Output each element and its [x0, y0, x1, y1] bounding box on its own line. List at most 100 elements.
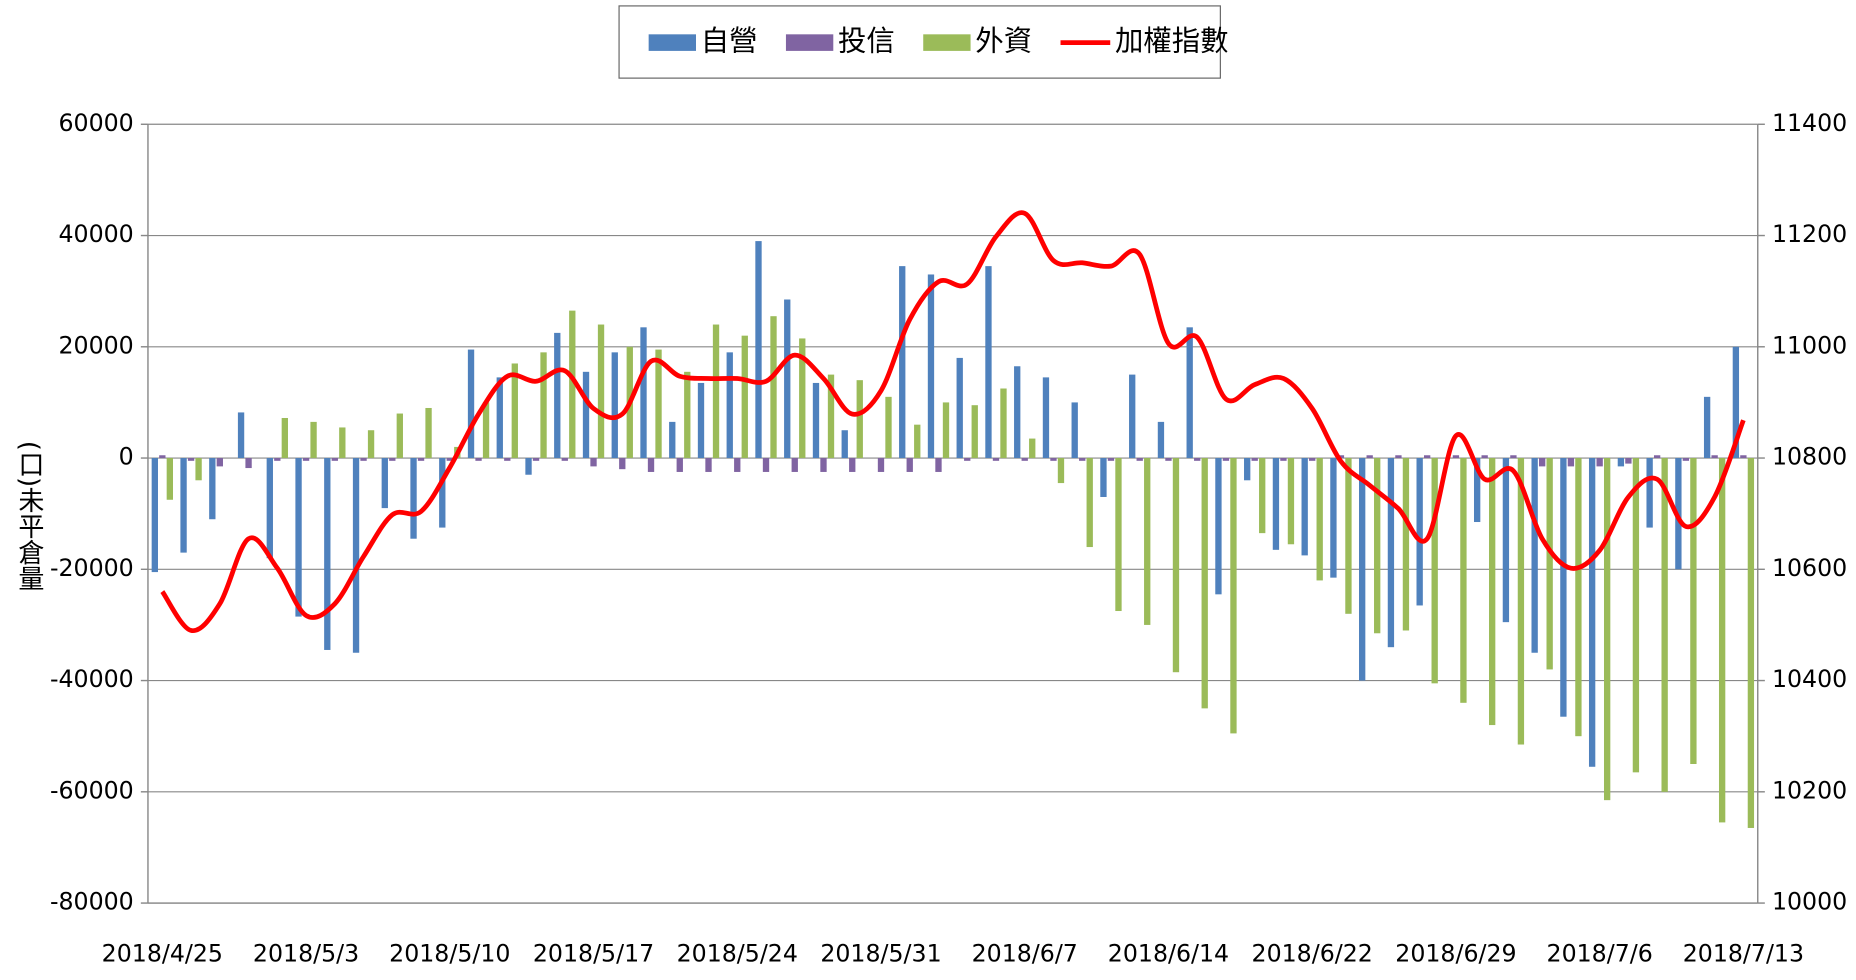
legend-label: 加權指數 [1115, 25, 1229, 58]
bar [1157, 421, 1165, 459]
bar [1546, 458, 1553, 670]
bar [1481, 455, 1488, 459]
bar [1366, 455, 1373, 459]
x-tick-label: 2018/6/22 [1252, 940, 1373, 968]
bar [849, 458, 856, 472]
bar [1502, 458, 1510, 623]
bar [1280, 458, 1287, 461]
bar [762, 458, 770, 472]
bar [1057, 458, 1065, 484]
bar [942, 402, 950, 459]
x-tick-label: 2018/5/31 [820, 940, 941, 968]
bar [697, 382, 705, 459]
bar [684, 371, 691, 459]
legend-box [618, 5, 1221, 79]
bar [1567, 458, 1575, 467]
bar [1309, 458, 1316, 461]
bar [1316, 458, 1323, 581]
bar [166, 458, 174, 500]
bar [1071, 402, 1078, 459]
bar [1588, 458, 1596, 767]
bar [1107, 458, 1115, 461]
bar [1144, 458, 1151, 625]
bar [640, 327, 647, 459]
bar [1603, 458, 1611, 801]
bar [504, 458, 511, 461]
bar [877, 458, 885, 472]
bar [1632, 458, 1640, 773]
y-tick-label: -60000 [50, 776, 134, 804]
bar [331, 458, 338, 461]
bar [914, 424, 921, 459]
bar [1244, 458, 1251, 481]
bar [209, 458, 216, 520]
bar [734, 458, 741, 472]
bar [1416, 458, 1423, 606]
bar [1387, 458, 1395, 648]
bar [569, 310, 576, 459]
bar [791, 458, 798, 472]
bar [151, 458, 158, 573]
bar [1747, 458, 1755, 828]
x-tick-label: 2018/5/3 [253, 940, 359, 968]
x-tick-label: 2018/6/14 [1108, 940, 1229, 968]
bar [1301, 458, 1308, 556]
bar [1402, 458, 1410, 631]
bar [216, 458, 223, 467]
y2-tick-label: 10400 [1772, 665, 1847, 693]
bar [467, 349, 475, 459]
bar [1374, 458, 1381, 634]
y2-tick-label: 10000 [1772, 888, 1847, 916]
bar [812, 382, 820, 459]
bar [245, 458, 252, 469]
bar [1172, 458, 1180, 673]
y2-tick-label: 10600 [1772, 554, 1847, 582]
bar [956, 357, 963, 459]
x-tick-label: 2018/5/17 [533, 940, 654, 968]
bar [992, 458, 1000, 461]
bar [389, 458, 396, 461]
bar [856, 380, 863, 459]
bar [1517, 458, 1525, 745]
bar [324, 458, 331, 650]
bar [1215, 458, 1222, 595]
bar [971, 405, 978, 459]
index-line [160, 210, 1746, 633]
x-tick-label: 2018/7/6 [1547, 940, 1653, 968]
bar [1653, 455, 1661, 459]
bar [446, 458, 453, 461]
bar [611, 352, 618, 459]
x-tick-label: 2018/6/7 [972, 940, 1078, 968]
y-tick-label: -40000 [50, 665, 134, 693]
bar [784, 299, 791, 459]
bar [381, 458, 388, 509]
legend-label: 自營 [701, 25, 758, 58]
bar [820, 458, 827, 472]
bar [1086, 458, 1093, 548]
bar [799, 338, 806, 459]
bar [180, 458, 187, 553]
bar [1115, 458, 1122, 612]
bar [755, 241, 762, 459]
bar [1460, 458, 1467, 703]
bar [1251, 458, 1258, 461]
bar [439, 458, 446, 528]
bar [705, 458, 712, 472]
bar [159, 455, 166, 459]
bar [1337, 455, 1345, 459]
y-tick-label: -80000 [50, 888, 134, 916]
bar [367, 430, 375, 459]
y2-tick-label: 11000 [1772, 331, 1847, 359]
x-tick-label: 2018/5/10 [389, 940, 510, 968]
bar [1014, 366, 1021, 459]
bar [1194, 458, 1201, 461]
bar [1287, 458, 1295, 545]
bar [266, 458, 273, 559]
bar [899, 266, 906, 459]
bar [827, 374, 835, 459]
bar [1703, 396, 1711, 459]
bar [1259, 458, 1266, 534]
bar [360, 458, 367, 461]
bar [935, 458, 942, 472]
